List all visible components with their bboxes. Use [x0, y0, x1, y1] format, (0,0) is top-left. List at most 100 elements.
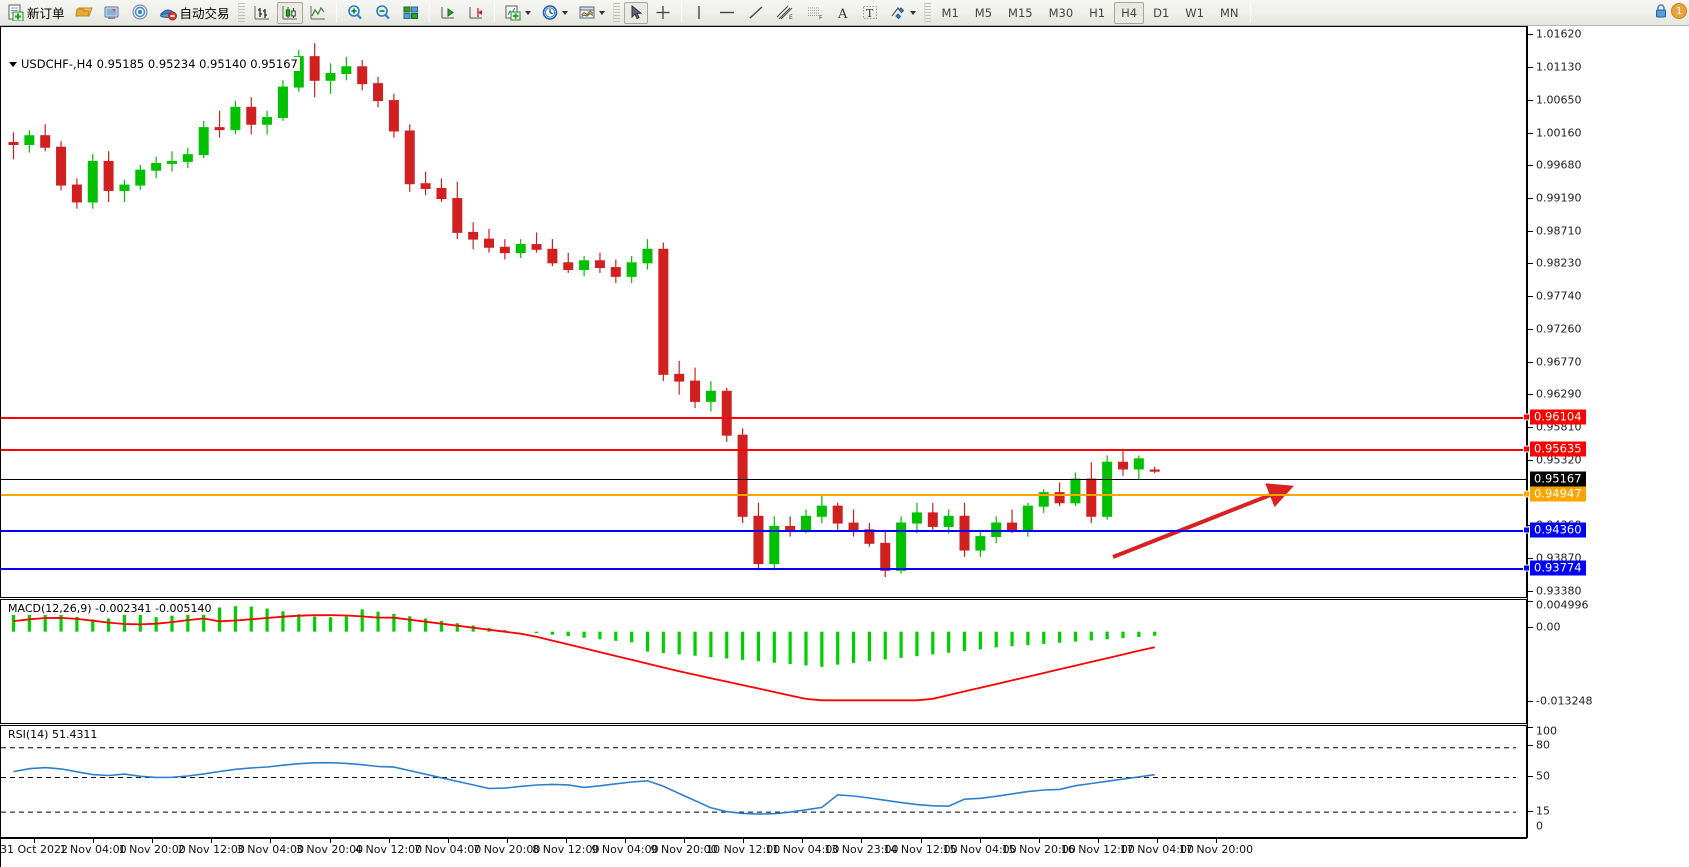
timeframe-m1[interactable]: M1 [935, 2, 966, 24]
tile-windows-icon [402, 4, 420, 21]
toolbar-grip-3[interactable] [923, 2, 931, 23]
text-tool[interactable]: A [831, 2, 855, 24]
price-tag-support-2[interactable]: 0.93774 [1530, 560, 1586, 576]
price-axis-tick-label: 1.01130 [1536, 60, 1582, 74]
chevron-down-icon[interactable] [524, 10, 531, 15]
level-line-0.94947[interactable] [1, 494, 1528, 496]
autotrading-button[interactable]: 自动交易 [155, 2, 234, 24]
time-axis-tick-label: 7 Nov 04:00 [414, 843, 482, 856]
zoom-out-button[interactable] [370, 2, 396, 24]
text-label-tool[interactable]: T [857, 2, 883, 24]
macd-pane[interactable]: MACD(12,26,9) -0.002341 -0.005140 [0, 599, 1527, 724]
rsi-label: RSI(14) 51.4311 [6, 728, 100, 741]
time-axis-tick-label: 17 Nov 20:00 [1178, 843, 1254, 856]
timeframe-m15[interactable]: M15 [1001, 2, 1040, 24]
indicators-button[interactable] [500, 2, 535, 24]
vertical-line-tool[interactable] [687, 2, 711, 24]
level-handle-0.95635[interactable] [1523, 445, 1530, 453]
timeframe-mn[interactable]: MN [1213, 2, 1246, 24]
time-axis-tick [861, 839, 863, 843]
price-axis-tick [1528, 34, 1533, 35]
rsi-tick-label-80: 80 [1536, 738, 1550, 752]
toolbar-separator-4 [680, 3, 682, 22]
crosshair-tool[interactable] [650, 2, 676, 24]
trendline-tool[interactable] [743, 2, 769, 24]
notification-badge[interactable]: 1 [1671, 3, 1687, 19]
objects-icon [889, 4, 907, 21]
auto-scroll-button[interactable] [435, 2, 461, 24]
chevron-down-icon[interactable] [598, 10, 605, 15]
terminal-button[interactable] [99, 2, 125, 24]
timeframe-d1[interactable]: D1 [1146, 2, 1176, 24]
time-axis-tick [270, 839, 272, 843]
svg-text:A: A [837, 7, 848, 21]
tile-windows-button[interactable] [398, 2, 424, 24]
timeframe-m1-label: M1 [941, 5, 959, 20]
price-tag-resistance-2[interactable]: 0.96104 [1530, 409, 1586, 425]
templates-button[interactable] [574, 2, 609, 24]
chevron-down-icon[interactable] [909, 10, 916, 15]
price-tag-pivot[interactable]: 0.94947 [1530, 486, 1586, 502]
price-tag-resistance-1[interactable]: 0.95635 [1530, 441, 1586, 457]
line-chart-button[interactable] [305, 2, 331, 24]
chart-shift-button[interactable] [463, 2, 489, 24]
price-pane[interactable]: USDCHF-,H4 0.95185 0.95234 0.95140 0.951… [0, 26, 1528, 598]
toolbar-grip-2[interactable] [612, 2, 620, 23]
level-line-0.94360[interactable] [1, 530, 1528, 532]
level-handle-0.93774[interactable] [1523, 564, 1530, 572]
new-order-button[interactable]: 新订单 [3, 2, 69, 24]
periods-button[interactable] [537, 2, 572, 24]
level-line-0.96104[interactable] [1, 417, 1528, 419]
timeframe-h4[interactable]: H4 [1114, 1, 1145, 24]
price-axis-tick [1528, 361, 1533, 363]
bar-chart-button[interactable] [249, 2, 275, 24]
rsi-axis-tick-80 [1528, 745, 1533, 746]
lock-icon[interactable] [1654, 3, 1668, 19]
new-order-icon [7, 4, 24, 22]
objects-list-tool[interactable] [885, 2, 920, 24]
timeframe-group: M1 M5 M15 M30 H1 H4 D1 W1 MN [934, 1, 1247, 24]
timeframe-h1[interactable]: H1 [1082, 2, 1112, 24]
time-axis-tick [979, 839, 981, 843]
rsi-pane[interactable]: RSI(14) 51.4311 [0, 725, 1527, 838]
vertical-line-icon [691, 4, 707, 21]
level-handle-0.94947[interactable] [1523, 490, 1530, 498]
price-axis-tick-label: 0.99680 [1536, 158, 1582, 172]
chart-container[interactable]: USDCHF-,H4 0.95185 0.95234 0.95140 0.951… [0, 26, 1689, 867]
expert-advisors-button[interactable] [71, 2, 97, 24]
chart-menu-caret-icon[interactable] [9, 61, 17, 67]
trend-arrow-annotation[interactable] [1, 27, 1528, 597]
timeframe-m5[interactable]: M5 [968, 2, 999, 24]
macd-tick-label-min: -0.013248 [1536, 694, 1593, 708]
level-handle-0.94360[interactable] [1523, 526, 1530, 534]
level-handle-0.96104[interactable] [1523, 413, 1530, 421]
time-axis-tick [34, 839, 35, 843]
timeframe-h1-label: H1 [1089, 5, 1106, 20]
time-axis[interactable]: 31 Oct 2022 1 Nov 04:00 1 Nov 20:00 2 Nov 1… [0, 838, 1527, 867]
price-tag-support-1[interactable]: 0.94360 [1530, 522, 1586, 538]
zoom-in-button[interactable] [342, 2, 368, 24]
time-axis-tick-label: 4 Nov 12:00 [355, 843, 423, 856]
level-line-0.95635[interactable] [1, 449, 1528, 451]
toolbar-separator-5 [1250, 3, 1252, 22]
toolbar-grip-1[interactable] [237, 2, 245, 23]
macd-axis-tick-zero [1528, 627, 1533, 628]
fibonacci-tool[interactable]: F [801, 2, 829, 24]
price-axis-tick [1528, 67, 1533, 69]
candlestick-series [8, 43, 1160, 578]
signals-button[interactable] [127, 2, 153, 24]
horizontal-line-tool[interactable] [713, 2, 741, 24]
time-axis-tick [211, 839, 213, 843]
toolbar-separator-3 [493, 3, 495, 22]
candlestick-chart-button[interactable] [276, 1, 303, 24]
cursor-tool[interactable] [623, 1, 648, 24]
symbol-info: USDCHF-,H4 0.95185 0.95234 0.95140 0.951… [7, 57, 300, 71]
price-axis-tick-label: 0.99190 [1536, 191, 1582, 205]
time-axis-tick-label: 14 Nov 12:00 [883, 843, 958, 856]
chevron-down-icon[interactable] [561, 10, 568, 15]
timeframe-w1[interactable]: W1 [1178, 2, 1211, 24]
timeframe-m30[interactable]: M30 [1042, 2, 1081, 24]
equidistant-channel-tool[interactable]: E [771, 2, 799, 24]
price-axis[interactable]: 1.01620 1.01130 1.00650 1.00160 0.99680 0.991… [1523, 26, 1689, 838]
level-line-0.93774[interactable] [1, 568, 1528, 570]
